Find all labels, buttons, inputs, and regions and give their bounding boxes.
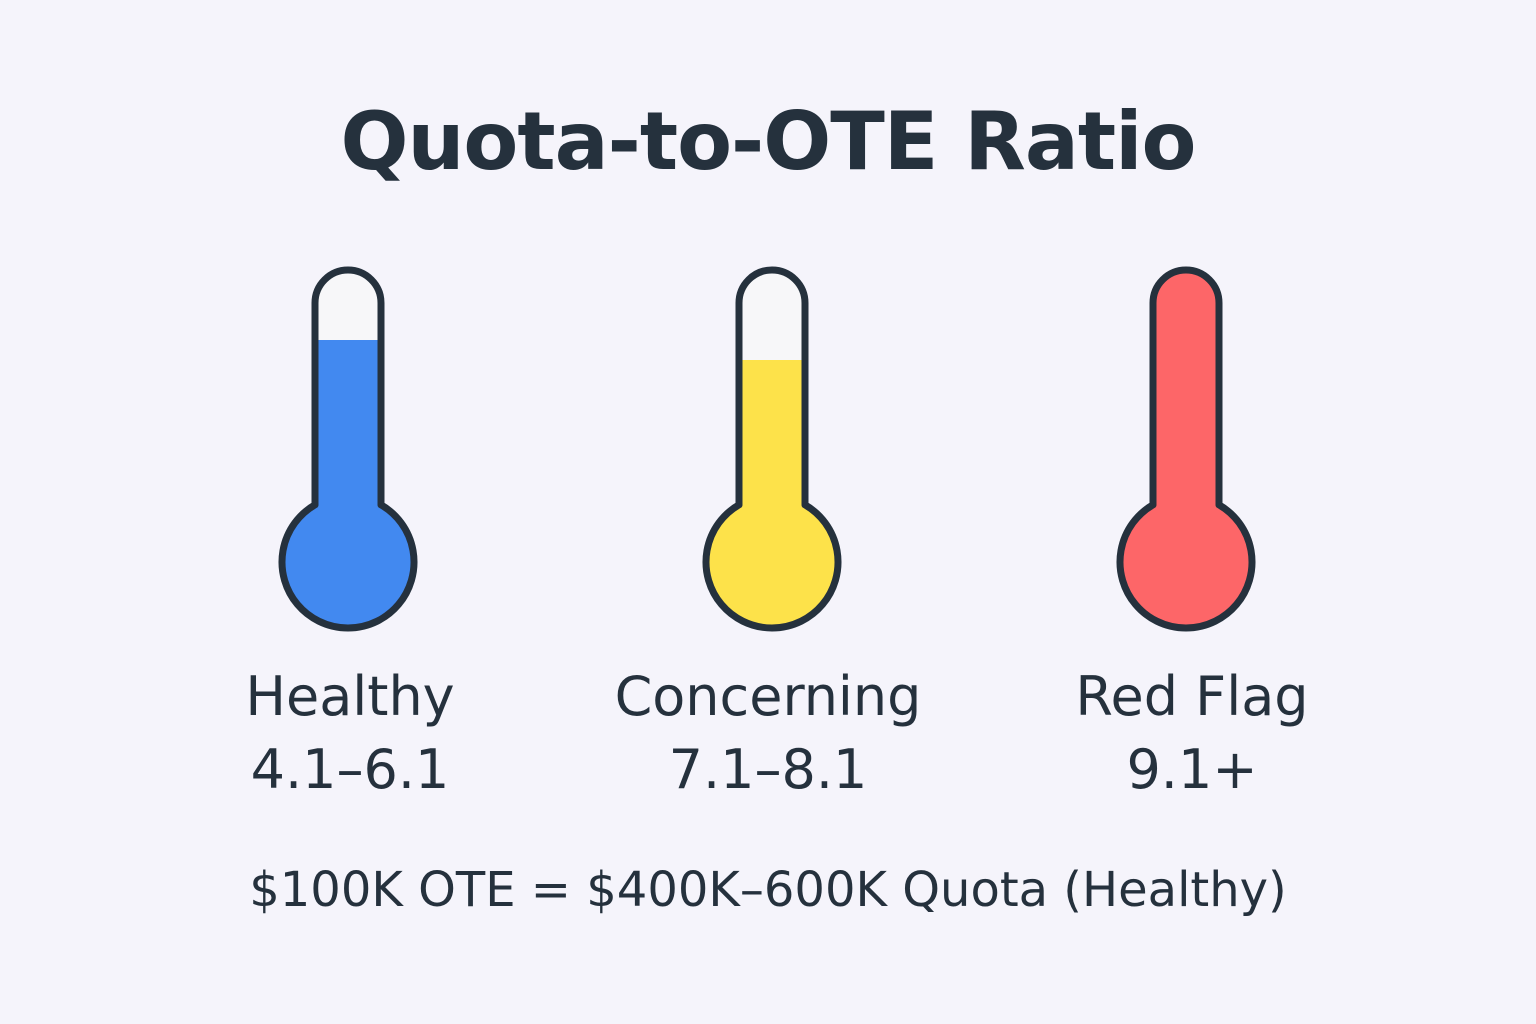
example-footnote: $100K OTE = $400K–600K Quota (Healthy) xyxy=(249,862,1287,918)
thermometer-concerning xyxy=(692,262,852,642)
thermometer-outline xyxy=(702,266,842,632)
level-name-red-flag: Red Flag xyxy=(1075,665,1309,728)
thermometer-outline xyxy=(1116,266,1256,632)
level-name-concerning: Concerning xyxy=(614,665,922,728)
thermometer-icon xyxy=(702,266,842,632)
thermometer-icon xyxy=(278,266,418,632)
page-title: Quota-to-OTE Ratio xyxy=(340,95,1196,188)
thermometer-healthy xyxy=(268,262,428,642)
level-range-healthy: 4.1–6.1 xyxy=(250,738,450,801)
level-range-concerning: 7.1–8.1 xyxy=(668,738,868,801)
thermometer-outline xyxy=(278,266,418,632)
thermometer-icon xyxy=(1116,266,1256,632)
level-name-healthy: Healthy xyxy=(245,665,455,728)
thermometer-red-flag xyxy=(1106,262,1266,642)
liquid-fill xyxy=(1120,270,1253,628)
level-range-red-flag: 9.1+ xyxy=(1126,738,1258,801)
